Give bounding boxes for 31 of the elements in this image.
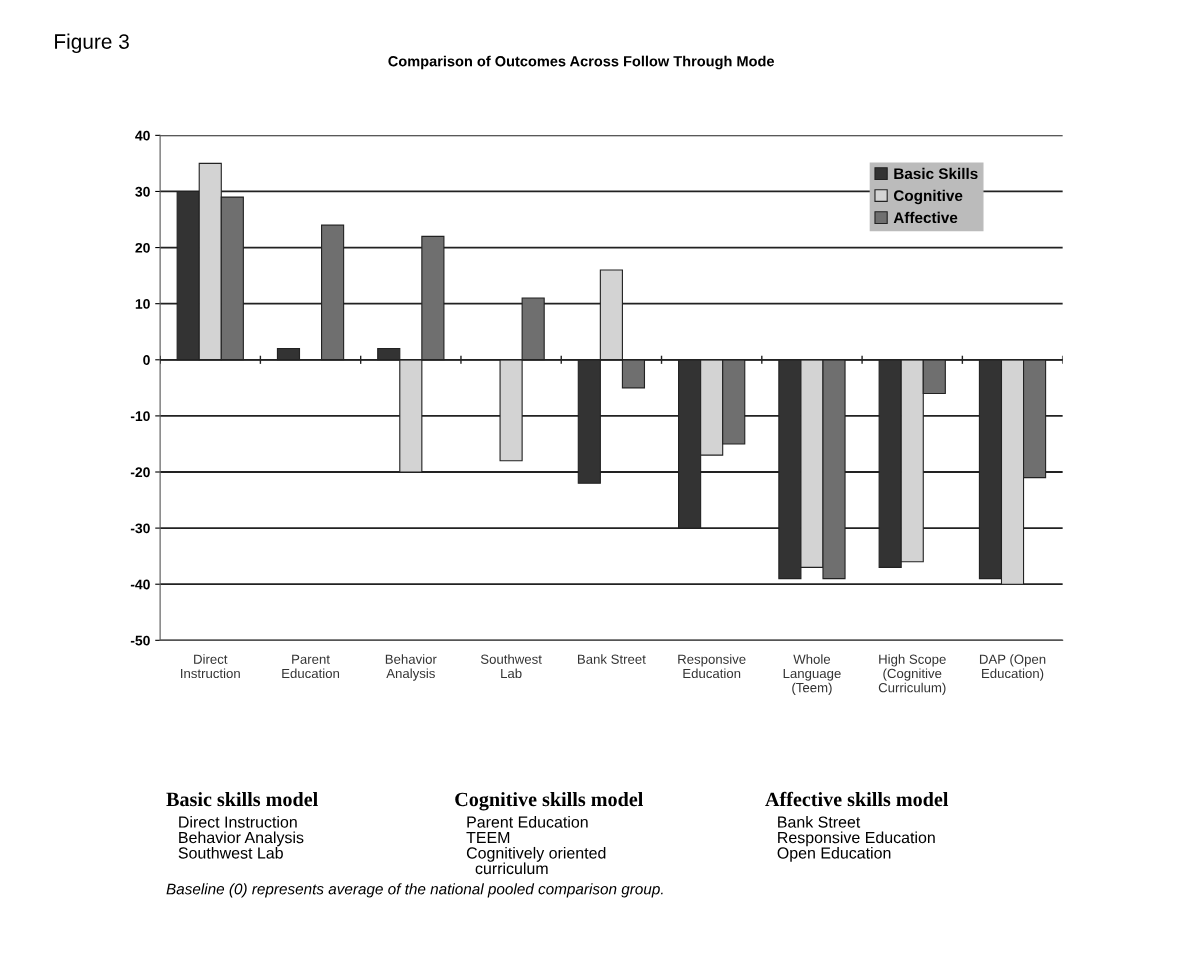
legend-label: Affective [893,211,958,224]
text: Bank Street Responsive Education Open Education [777,816,935,862]
y-tick-label: 40 [135,130,150,141]
legend-label: Basic Skills [894,167,978,180]
y-tick-label: -40 [130,579,150,590]
y-tick-label: 0 [143,355,150,365]
y-tick-label: -50 [130,635,150,646]
x-tick-label: High Scope (Cognitive Curriculum) [878,654,946,695]
text: Basic skills model [166,792,318,807]
y-tick-label: -10 [130,411,150,422]
chart-title: Figure 3 [55,33,129,54]
text: Baseline (0) represents average of the national pooled comparison group. [166,883,663,898]
y-tick-label: 10 [135,299,150,309]
y-tick-label: -30 [130,523,150,534]
x-tick-label: Direct Instruction [181,654,240,679]
x-tick-label: Behavior Analysis [385,654,437,681]
text: Parent Education TEEM Cognitively oriented curriculum [466,816,606,875]
x-tick-label: Whole Language (Teem) [783,654,841,695]
x-tick-label: Southwest Lab [480,654,542,679]
x-tick-label: Responsive Education [678,654,746,679]
y-tick-label: -20 [130,467,150,478]
x-tick-label: Parent Education [282,654,340,679]
text: Direct Instruction Behavior Analysis Southwest Lab [178,816,304,859]
chart-subtitle: Comparison of Outcomes Across Follow Through Mode [388,55,775,70]
text: Affective skills model [765,791,949,807]
legend-label: Cognitive [893,189,963,205]
y-tick-label: 20 [135,242,150,253]
x-tick-label: Bank Street [578,654,646,664]
y-tick-label: 30 [135,186,150,197]
text: Cognitive skills model [455,792,643,811]
x-tick-label: DAP (Open Education) [979,654,1046,681]
